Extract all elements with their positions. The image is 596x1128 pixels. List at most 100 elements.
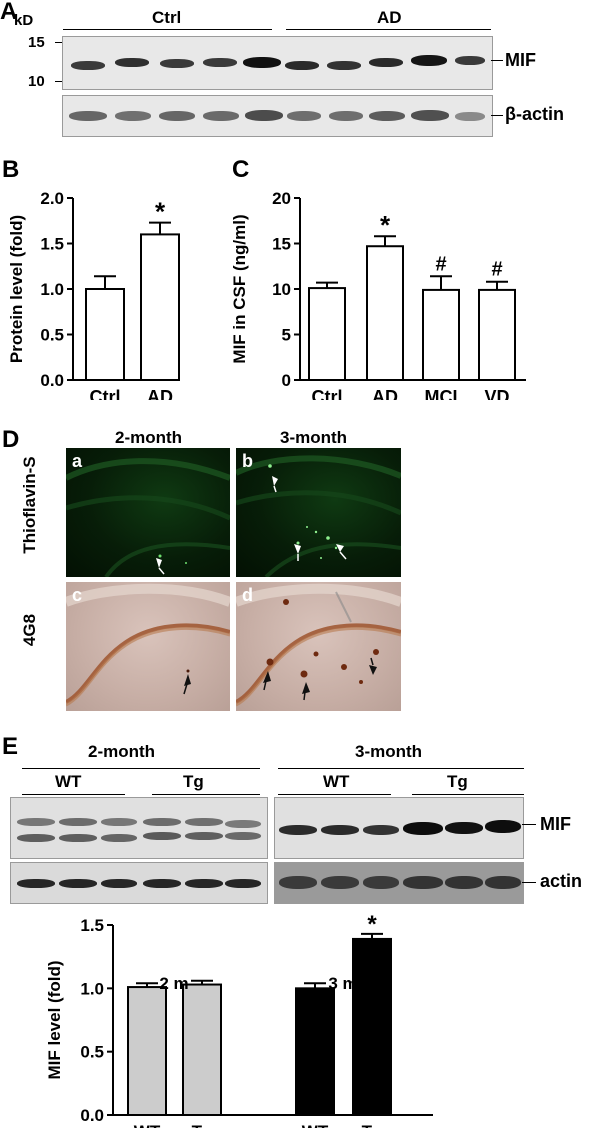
bar <box>140 233 180 382</box>
x-tick-label: Tg <box>362 1122 383 1128</box>
micrograph-d <box>236 582 401 711</box>
band <box>279 876 317 889</box>
panel-e-label: E <box>2 733 19 760</box>
significance-marker: * <box>380 210 391 240</box>
band <box>243 57 281 68</box>
row-thioflavin-label: Thioflavin-S <box>20 456 39 554</box>
band <box>115 58 149 67</box>
chart-c: 0 5 10 15 20 MIF in CSF (ng/ml) Ctrl AD * MCI # VD # <box>230 189 526 400</box>
band <box>327 61 361 70</box>
band <box>363 876 399 889</box>
x-tick-label: AD <box>147 387 173 400</box>
bar <box>352 937 392 1116</box>
ctrl-group-line <box>63 29 272 30</box>
mif-label-e: MIF <box>540 814 571 834</box>
y-tick-label: 1.0 <box>80 979 104 998</box>
y-tick-label: 20 <box>272 189 291 208</box>
significance-marker: * <box>155 197 166 227</box>
marker-10-label: 10 <box>28 73 45 90</box>
marker-10-tick <box>55 81 64 82</box>
e-top-line-left <box>22 768 260 769</box>
micrograph-c-texture <box>66 583 230 707</box>
band <box>203 58 237 67</box>
wt-line-right <box>278 794 391 795</box>
mif-pointer-line <box>491 60 503 61</box>
band <box>143 832 181 840</box>
y-tick-label: 1.5 <box>80 916 104 935</box>
actin-blot-e-left <box>10 862 268 904</box>
band <box>369 58 403 67</box>
marker-15-label: 15 <box>28 34 45 51</box>
y-tick-label: 0 <box>282 371 291 390</box>
band <box>160 59 194 68</box>
band <box>17 818 55 826</box>
sublabel-d: d <box>242 585 253 605</box>
band <box>411 110 449 121</box>
mif-label-a: MIF <box>505 50 536 70</box>
actin-pointer-line-e <box>522 882 536 883</box>
x-tick-label: AD <box>372 387 398 400</box>
band <box>101 818 137 826</box>
kd-label: kD <box>14 12 34 29</box>
band <box>71 61 105 70</box>
group-label: 2 m <box>159 974 188 993</box>
micrograph-d-texture <box>236 583 401 707</box>
actin-label-a: β-actin <box>505 104 564 124</box>
band <box>321 825 359 835</box>
sublabel-c: c <box>72 585 83 605</box>
band <box>455 56 485 65</box>
band <box>17 834 55 842</box>
col-2month-label-e: 2-month <box>88 742 156 761</box>
micrograph-b-texture <box>236 455 401 577</box>
band <box>115 111 151 121</box>
y-axis-label: MIF in CSF (ng/ml) <box>230 214 249 363</box>
bar <box>422 288 460 381</box>
bar <box>295 987 335 1116</box>
band <box>445 822 483 834</box>
band <box>143 818 181 826</box>
actin-blot-a <box>62 95 493 137</box>
micrograph-c <box>66 582 230 711</box>
x-tick-label: WT <box>134 1122 161 1128</box>
bar <box>85 288 125 381</box>
wt-line-left <box>22 794 125 795</box>
col-2month-label-d: 2-month <box>115 428 183 447</box>
y-tick-label: 2.0 <box>40 189 64 208</box>
panel-c-label: C <box>232 156 250 183</box>
significance-marker: # <box>435 253 446 275</box>
chart-e: 0.0 0.5 1.0 1.5 MIF level (fold) WT Tg WT Tg * 2 m… <box>45 911 433 1128</box>
row-4g8-label: 4G8 <box>20 613 39 647</box>
x-tick-label: MCI <box>425 387 458 400</box>
band <box>369 111 405 121</box>
bar <box>182 983 222 1116</box>
y-axis-label: Protein level (fold) <box>7 215 26 363</box>
band <box>287 111 321 121</box>
group-ctrl-label: Ctrl <box>152 8 182 27</box>
band <box>185 818 223 826</box>
x-tick-label: Tg <box>192 1122 213 1128</box>
sublabel-b: b <box>242 451 253 471</box>
panel-a-label: A <box>0 0 18 25</box>
y-tick-label: 5 <box>282 326 291 345</box>
bar <box>127 986 167 1116</box>
mif-blot-e-right <box>274 797 524 859</box>
marker-15-tick <box>55 42 64 43</box>
x-tick-label: WT <box>302 1122 329 1128</box>
significance-marker: * <box>367 911 377 938</box>
band <box>329 111 363 121</box>
mif-blot-e-left <box>10 797 268 859</box>
band <box>185 832 223 840</box>
band <box>143 879 181 888</box>
x-tick-label: Ctrl <box>312 387 343 400</box>
band <box>455 112 485 121</box>
band <box>17 879 55 888</box>
mif-pointer-line-e <box>522 824 536 825</box>
band <box>403 876 443 889</box>
sublabel-a: a <box>72 451 83 471</box>
ad-group-line <box>286 29 491 30</box>
actin-blot-e-right <box>274 862 524 904</box>
band <box>185 879 223 888</box>
bar <box>478 288 516 381</box>
bar <box>366 245 404 382</box>
x-tick-label: Ctrl <box>90 387 121 400</box>
